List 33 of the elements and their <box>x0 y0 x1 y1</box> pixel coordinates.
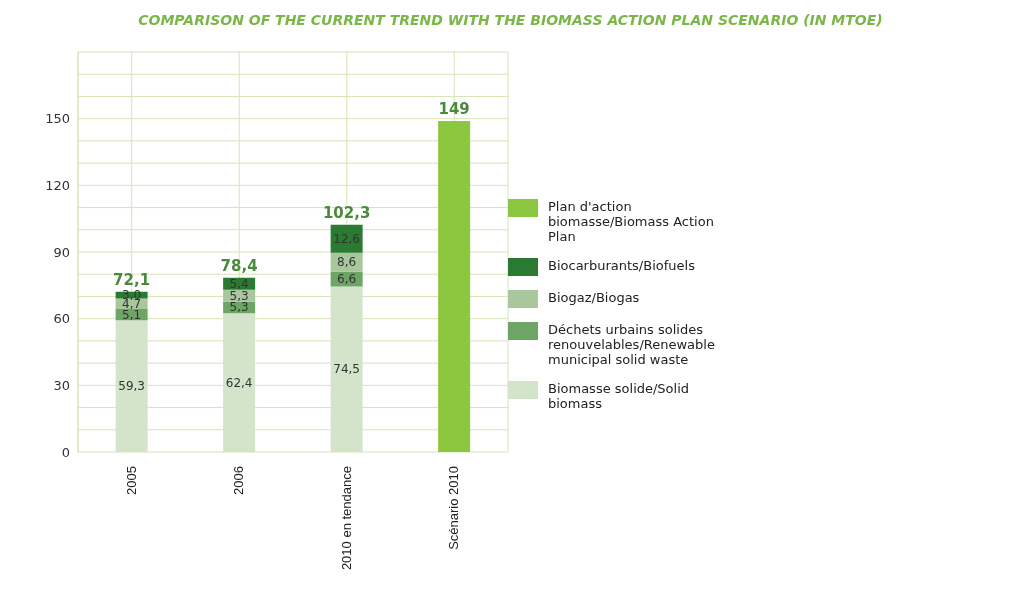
total-label: 78,4 <box>220 256 258 275</box>
bar <box>330 286 363 452</box>
data-label: 8,6 <box>337 255 357 270</box>
data-label: 5,4 <box>229 276 249 291</box>
chart-title: COMPARISON OF THE CURRENT TREND WITH THE BIOMASS ACTION PLAN SCENARIO (IN MTOE) <box>137 11 884 30</box>
bar <box>223 313 256 452</box>
y-tick-label: 0 <box>61 444 70 460</box>
data-label: 62,4 <box>225 375 253 390</box>
y-tick-label: 120 <box>45 177 70 193</box>
total-label: 72,1 <box>113 270 151 289</box>
data-label: 6,6 <box>337 272 357 287</box>
legend-label: Biocarburants/Biofuels <box>548 258 695 273</box>
legend-label: Déchets urbains solides renouvelables/Renewable municipal solid waste <box>548 322 716 367</box>
y-tick-label: 30 <box>53 377 70 393</box>
x-tick-label: 2010 en tendance <box>338 466 354 571</box>
total-label: 149 <box>438 99 470 118</box>
x-tick-label: Scénario 2010 <box>446 466 462 550</box>
bar <box>115 320 148 452</box>
x-tick-label: 2005 <box>123 466 139 495</box>
x-tick-label: 2006 <box>231 466 247 495</box>
total-label: 102,3 <box>322 203 371 222</box>
data-label: 74,5 <box>333 362 360 377</box>
data-label: 12,6 <box>333 231 360 246</box>
bar <box>438 120 471 452</box>
y-tick-label: 90 <box>53 244 70 260</box>
y-tick-label: 60 <box>53 311 70 327</box>
legend-label: Biogaz/Biogas <box>548 290 640 305</box>
data-label: 5,3 <box>229 300 249 315</box>
y-tick-label: 150 <box>45 111 70 127</box>
legend-label: Biomasse solide/Solid biomass <box>548 381 691 411</box>
legend-label: Plan d'action biomasse/Biomass Action Plan <box>548 199 715 244</box>
data-label: 59,3 <box>118 379 145 394</box>
data-label: 5,3 <box>229 288 249 303</box>
